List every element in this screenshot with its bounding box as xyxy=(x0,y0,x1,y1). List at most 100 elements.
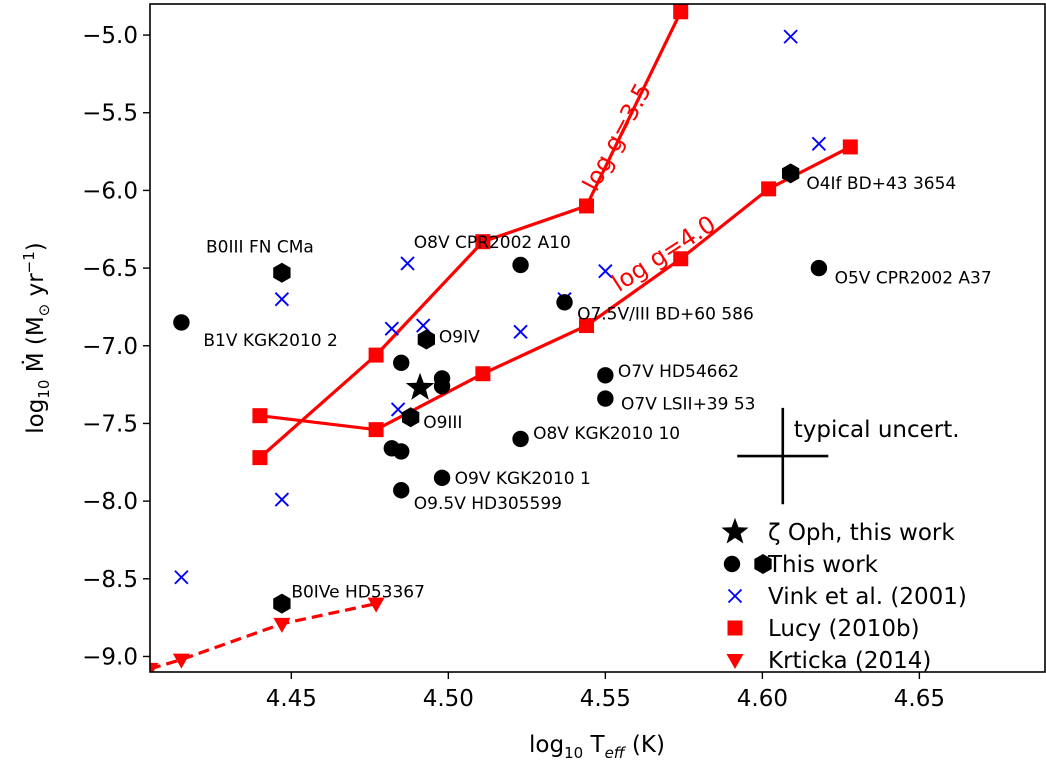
legend-label: ζ Oph, this work xyxy=(768,520,955,546)
x-stroke xyxy=(400,256,415,271)
data-point-hexagon xyxy=(417,329,436,350)
x-stroke xyxy=(513,324,528,339)
x-stroke xyxy=(390,402,406,417)
data-point-triangle-down xyxy=(367,597,385,613)
data-point-circle xyxy=(556,294,573,311)
legend-label: Vink et al. (2001) xyxy=(768,584,967,610)
data-point-hexagon xyxy=(273,593,291,614)
point-annotation: O9.5V HD305599 xyxy=(414,494,562,514)
point-annotation: B0IVe HD53367 xyxy=(291,582,425,602)
data-point-square xyxy=(368,347,384,363)
y-tick-label: −7.0 xyxy=(82,334,138,360)
data-point-x xyxy=(811,136,827,151)
tick-layer: 4.45 4.50 4.55 4.60 4.65 −5.0 −5.5 −6.0 −6.5 −7.0… xyxy=(82,23,945,712)
uncertainty-cross: typical uncert. xyxy=(737,407,960,505)
data-point-star xyxy=(405,372,435,400)
x-stroke xyxy=(811,136,827,151)
x-tick-label: 4.45 xyxy=(266,686,317,712)
data-point-square xyxy=(475,366,491,382)
data-point-square xyxy=(842,139,858,155)
y-tick-label: −5.5 xyxy=(82,101,138,127)
point-annotation: O4If BD+43 3654 xyxy=(806,174,956,194)
x-tick-label: 4.65 xyxy=(894,686,945,712)
legend: ζ Oph, this work This work Vink et al. (2… xyxy=(721,517,967,674)
point-annotation: O7.5V/III BD+60 586 xyxy=(577,304,754,324)
data-point-x xyxy=(274,291,290,307)
point-annotation: O5V CPR2002 A37 xyxy=(835,269,992,289)
data-point-x xyxy=(783,29,798,44)
data-point-triangle-down xyxy=(273,617,291,633)
data-point-circle xyxy=(393,354,410,372)
data-point-circle xyxy=(433,377,451,395)
data-point-x xyxy=(513,324,528,339)
series-lucy-40 xyxy=(252,139,858,438)
legend-entry-vink: Vink et al. (2001) xyxy=(727,584,967,610)
y-axis-label: log10 Ṁ (M⊙ yr−1) xyxy=(20,242,53,434)
x-tick-label: 4.60 xyxy=(737,686,788,712)
data-point-x xyxy=(174,570,189,585)
y-tick-label: −5.0 xyxy=(82,23,138,49)
point-annotation: O9V KGK2010 1 xyxy=(455,469,591,489)
y-tick-label: −8.5 xyxy=(82,567,138,593)
data-point-square xyxy=(761,181,777,197)
data-point-hexagon xyxy=(273,262,291,283)
point-annotation: B0III FN CMa xyxy=(206,238,314,258)
legend-marker-triangle-down xyxy=(726,654,744,669)
legend-label: This work xyxy=(767,552,879,578)
data-point-circle xyxy=(597,390,614,407)
data-point-circle xyxy=(512,430,529,448)
legend-entry-this-work-circles: This work xyxy=(723,552,879,578)
legend-marker-hexagon xyxy=(754,554,772,574)
legend-entry-krticka: Krticka (2014) xyxy=(726,648,931,674)
x-stroke xyxy=(416,318,431,333)
data-point-x xyxy=(400,256,415,271)
x-stroke xyxy=(274,492,290,507)
data-point-x xyxy=(384,321,399,336)
series-zeta-oph xyxy=(405,372,435,400)
point-annotation: B1V KGK2010 2 xyxy=(203,331,337,351)
x-stroke xyxy=(384,321,399,336)
series-krticka xyxy=(150,597,385,672)
data-point-square xyxy=(673,4,689,20)
data-point-square xyxy=(252,408,268,424)
data-point-circle xyxy=(512,256,529,274)
legend-marker-star xyxy=(721,517,749,544)
series-lucy-35 xyxy=(252,4,689,466)
y-tick-label: −6.5 xyxy=(82,256,138,282)
legend-marker-square xyxy=(727,620,743,636)
x-stroke xyxy=(274,291,290,307)
point-annotation: O7V LSII+39 53 xyxy=(621,394,755,414)
point-annotation: O7V HD54662 xyxy=(618,362,739,382)
legend-label: Lucy (2010b) xyxy=(768,616,920,642)
point-annotation: O8V CPR2002 A10 xyxy=(414,233,571,253)
data-point-hexagon xyxy=(401,407,420,428)
x-stroke xyxy=(783,29,798,44)
y-tick-label: −7.5 xyxy=(82,411,138,437)
plot-frame xyxy=(149,3,1046,673)
legend-marker-circle xyxy=(723,555,741,573)
data-point-x xyxy=(598,264,613,279)
point-annotation: O9III xyxy=(423,413,462,433)
x-stroke xyxy=(598,264,613,279)
data-point-square xyxy=(579,198,595,214)
data-point-square xyxy=(579,318,595,334)
data-point-square xyxy=(368,422,384,438)
data-point-triangle-down xyxy=(150,662,159,672)
x-stroke xyxy=(727,588,743,604)
y-tick-label: −9.0 xyxy=(82,644,138,670)
data-point-circle xyxy=(393,443,410,460)
legend-entry-lucy-35: Lucy (2010b) xyxy=(727,616,920,642)
point-annotation: O8V KGK2010 10 xyxy=(533,424,680,444)
x-axis-label: log10 Teff (K) xyxy=(529,732,665,762)
data-point-circle xyxy=(393,482,410,499)
data-point-circle xyxy=(597,367,614,384)
data-point-circle xyxy=(810,259,828,277)
data-point-triangle-down xyxy=(172,653,190,669)
legend-entry-zeta-oph: ζ Oph, this work xyxy=(721,517,955,546)
data-point-square xyxy=(475,234,491,250)
y-tick-label: −6.0 xyxy=(82,178,138,204)
data-point-x xyxy=(416,318,431,333)
x-stroke xyxy=(174,570,189,585)
series-line xyxy=(150,602,377,671)
plot-background xyxy=(150,4,1045,672)
